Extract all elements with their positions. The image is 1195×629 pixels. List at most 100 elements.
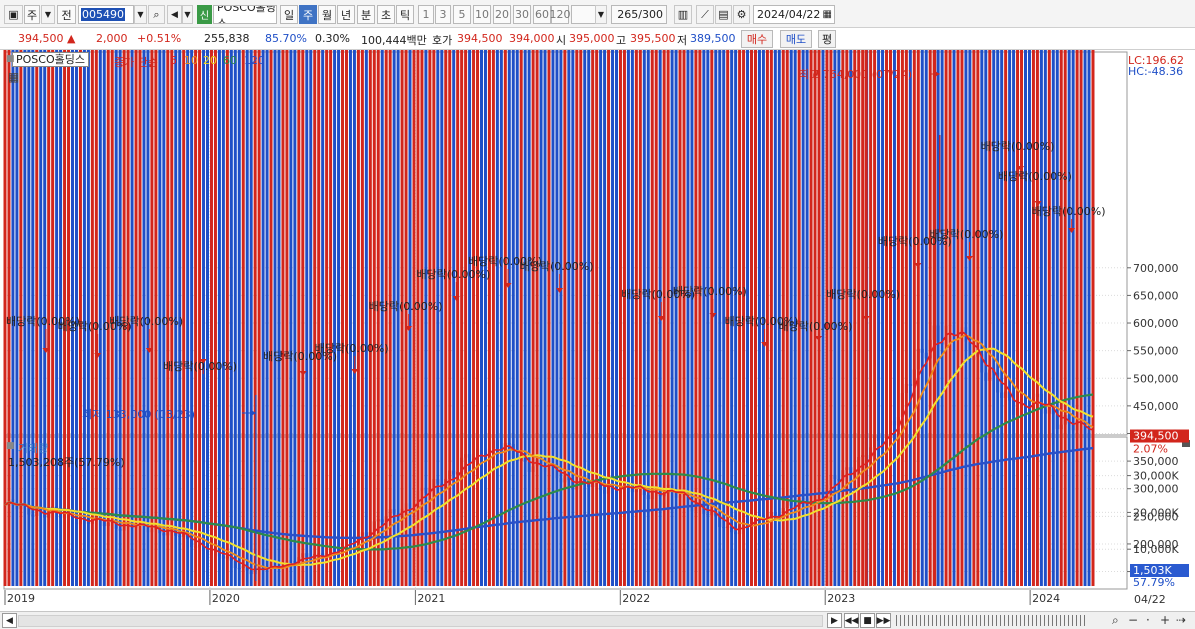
zoom-in-icon[interactable]: + [1160,613,1171,627]
average-button[interactable]: 평 [818,30,836,48]
volume-bar [1071,50,1075,586]
volume-bar [3,50,7,586]
stock-legend[interactable]: POSCO홀딩스 [12,52,89,67]
interval-button-20[interactable]: 20 [493,5,511,24]
stock-name-field[interactable]: POSCO홀딩스 [213,5,277,24]
new-badge[interactable]: 신 [197,5,212,24]
dividend-arrow-icon [761,342,769,347]
scroll-left-icon[interactable]: ◀ [2,613,17,628]
interval-button-1[interactable]: 1 [418,5,434,24]
x-tick-label: 2024 [1032,592,1060,605]
volume-bar [118,50,122,586]
pan-icon[interactable]: ⇢ [1176,613,1187,627]
volume-bar [174,50,178,586]
interval-button-10[interactable]: 10 [473,5,491,24]
volume-bar [972,50,976,586]
volume-bar [98,50,102,586]
volume-bar [801,50,805,586]
volume-bar [618,50,622,586]
volume-bar [432,50,436,587]
interval-button-30[interactable]: 30 [513,5,531,24]
count-field[interactable]: 265/300 [611,5,667,24]
volume-bar [523,50,527,586]
volume-bar [785,50,789,586]
volume-bar [178,50,182,586]
volume-bar [372,50,376,586]
stock-code-input[interactable]: 005490 [78,5,134,24]
volume-bar [833,50,837,586]
search-icon[interactable]: ⌕ [148,5,165,24]
volume-bar [829,50,833,586]
save-icon[interactable]: ▤ [715,5,732,24]
tab-period-weekly[interactable]: 주 [299,5,317,24]
tab-period-daily[interactable]: 일 [280,5,298,24]
volume-bar [138,50,142,586]
interval-dropdown-icon[interactable]: ▼ [595,5,607,24]
prev-button[interactable]: 전 [57,5,76,24]
panel-close-icon[interactable] [1182,440,1190,447]
volume-bar [547,50,551,586]
tab-period-monthly[interactable]: 월 [318,5,336,24]
stock-code-value: 005490 [81,8,125,21]
volume-bar [1027,50,1031,587]
dividend-arrow-icon [145,348,153,353]
code-dropdown-icon[interactable]: ▼ [134,5,147,24]
table-icon[interactable]: ▦ [8,70,20,84]
zoom-slider-icon[interactable]: · [1146,613,1150,627]
dividend-label: 배당락(0.00%) [929,228,1003,241]
tab-period-yearly[interactable]: 년 [337,5,355,24]
line-tool-icon[interactable]: ⟋ [696,5,714,24]
stop-icon[interactable]: ■ [860,613,875,628]
volume-bar [241,50,245,586]
date-field[interactable]: 2024/04/22 ▦ [753,5,835,24]
tab-period-tick[interactable]: 틱 [396,5,414,24]
type-select[interactable]: 주 [24,5,40,24]
tab-period-second[interactable]: 초 [377,5,395,24]
price-tick-label: 500,000 [1133,372,1179,385]
speaker-dropdown-icon[interactable]: ▼ [182,5,193,24]
buy-button[interactable]: 매수 [741,30,773,48]
scroll-right-icon[interactable]: ▶ [827,613,842,628]
interval-button-60[interactable]: 60 [533,5,551,24]
volume-bar [376,50,380,586]
price-tick-label: 650,000 [1133,289,1179,302]
volume-bar [1016,50,1020,586]
interval-button-5[interactable]: 5 [453,5,471,24]
calendar-icon[interactable]: ▦ [822,9,832,20]
volume-bar [845,50,849,586]
volume-bar [936,50,940,586]
candle-type-icon[interactable]: ▥ [674,5,692,24]
volume-bar [861,50,865,586]
interval-button-120[interactable]: 120 [550,5,571,24]
stock-chart[interactable]: 700,000 650,000 600,000 550,000 500,000 450,0… [0,50,1195,612]
open-label: 시 [556,34,567,47]
sell-label: 매도 [785,33,807,46]
interval-button-3[interactable]: 3 [435,5,451,24]
chevron-down-icon[interactable]: ▼ [41,5,55,24]
volume-bar [74,50,78,586]
zoom-search-icon[interactable]: ⌕ [1112,613,1119,627]
volume-bar [1079,50,1083,586]
horizontal-scrollbar[interactable] [18,615,823,627]
volume-bar [682,50,686,586]
volume-bar [59,50,63,586]
volume-bar [380,50,384,586]
speaker-icon[interactable]: ◀ [167,5,182,24]
rewind-icon[interactable]: ◀◀ [844,613,859,628]
volume-bar [126,50,130,586]
volume-bar [384,50,388,586]
volume-bar [225,50,229,587]
volume-bar [416,50,420,586]
volume-bar [368,50,372,586]
window-icon[interactable]: ▣ [4,5,23,24]
dividend-label: 배당락(0.00%) [1032,205,1106,218]
gear-icon[interactable]: ⚙ [733,5,750,24]
sell-button[interactable]: 매도 [780,30,812,48]
volume-bar [583,50,587,586]
tab-period-minute[interactable]: 분 [357,5,375,24]
forward-icon[interactable]: ▶▶ [876,613,891,628]
volume-bar [476,50,480,586]
zoom-out-icon[interactable]: − [1128,613,1139,627]
range-slider[interactable] [896,615,1086,626]
volume-bar [1012,50,1016,586]
